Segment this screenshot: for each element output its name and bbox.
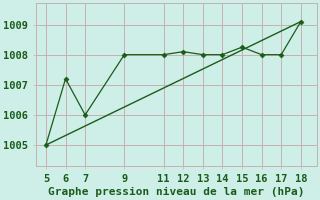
X-axis label: Graphe pression niveau de la mer (hPa): Graphe pression niveau de la mer (hPa) (48, 186, 305, 197)
